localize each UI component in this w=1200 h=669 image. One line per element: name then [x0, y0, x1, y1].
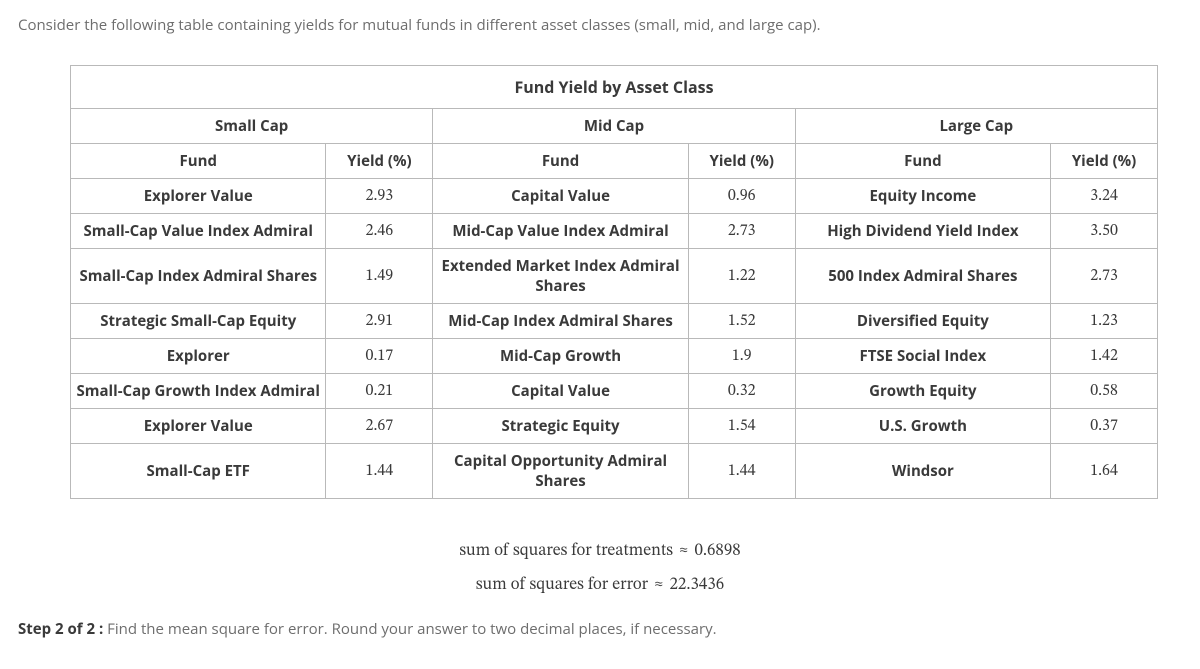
- class-header-small: Small Cap: [71, 108, 433, 143]
- yield-value: 1.42: [1051, 338, 1158, 373]
- fund-name: Explorer Value: [71, 178, 326, 213]
- class-header-mid: Mid Cap: [433, 108, 795, 143]
- fund-name: FTSE Social Index: [795, 338, 1050, 373]
- fund-name: High Dividend Yield Index: [795, 213, 1050, 248]
- question-intro: Consider the following table containing …: [18, 14, 1182, 37]
- table-title: Fund Yield by Asset Class: [71, 65, 1158, 108]
- sse-value: 22.3436: [670, 577, 725, 594]
- yield-value: 1.54: [688, 408, 795, 443]
- sstr-line: sum of squares for treatments≈0.6898: [18, 535, 1182, 569]
- yield-value: 1.64: [1051, 443, 1158, 498]
- given-values: sum of squares for treatments≈0.6898 sum…: [18, 535, 1182, 603]
- yield-value: 2.91: [326, 303, 433, 338]
- yield-value: 2.73: [1051, 248, 1158, 303]
- table-row: Small-Cap Growth Index Admiral0.21Capita…: [71, 373, 1158, 408]
- yield-value: 1.52: [688, 303, 795, 338]
- yield-value: 2.73: [688, 213, 795, 248]
- yield-value: 1.44: [326, 443, 433, 498]
- table-row: Explorer Value2.67Strategic Equity1.54U.…: [71, 408, 1158, 443]
- fund-name: Strategic Equity: [433, 408, 688, 443]
- fund-name: Capital Opportunity Admiral Shares: [433, 443, 688, 498]
- fund-name: Growth Equity: [795, 373, 1050, 408]
- fund-name: 500 Index Admiral Shares: [795, 248, 1050, 303]
- yield-table: Fund Yield by Asset Class Small Cap Mid …: [70, 65, 1158, 499]
- yield-value: 2.67: [326, 408, 433, 443]
- step-label: Step 2 of 2 :: [18, 619, 103, 639]
- table-row: Explorer0.17Mid-Cap Growth1.9FTSE Social…: [71, 338, 1158, 373]
- fund-name: Strategic Small-Cap Equity: [71, 303, 326, 338]
- yield-value: 1.49: [326, 248, 433, 303]
- fund-name: Capital Value: [433, 373, 688, 408]
- yield-value: 2.93: [326, 178, 433, 213]
- yield-value: 0.32: [688, 373, 795, 408]
- yield-value: 2.46: [326, 213, 433, 248]
- step-text: Find the mean square for error. Round yo…: [103, 619, 716, 639]
- subheader-fund: Fund: [795, 143, 1050, 178]
- yield-value: 3.24: [1051, 178, 1158, 213]
- fund-name: Mid-Cap Index Admiral Shares: [433, 303, 688, 338]
- sse-label: sum of squares for error: [476, 577, 648, 594]
- sse-line: sum of squares for error≈22.3436: [18, 569, 1182, 603]
- fund-name: U.S. Growth: [795, 408, 1050, 443]
- fund-name: Mid-Cap Value Index Admiral: [433, 213, 688, 248]
- sub-header-row: Fund Yield (%) Fund Yield (%) Fund Yield…: [71, 143, 1158, 178]
- table-row: Small-Cap Index Admiral Shares1.49Extend…: [71, 248, 1158, 303]
- fund-name: Windsor: [795, 443, 1050, 498]
- fund-name: Explorer: [71, 338, 326, 373]
- fund-name: Explorer Value: [71, 408, 326, 443]
- class-header-large: Large Cap: [795, 108, 1157, 143]
- yield-value: 1.9: [688, 338, 795, 373]
- approx-symbol: ≈: [648, 577, 669, 594]
- yield-value: 1.22: [688, 248, 795, 303]
- yield-table-container: Fund Yield by Asset Class Small Cap Mid …: [70, 65, 1158, 499]
- fund-name: Diversified Equity: [795, 303, 1050, 338]
- step-instruction: Step 2 of 2 : Find the mean square for e…: [18, 619, 1182, 639]
- fund-name: Small-Cap ETF: [71, 443, 326, 498]
- table-row: Explorer Value2.93Capital Value0.96Equit…: [71, 178, 1158, 213]
- fund-name: Extended Market Index Admiral Shares: [433, 248, 688, 303]
- approx-symbol: ≈: [673, 543, 694, 560]
- subheader-yield: Yield (%): [688, 143, 795, 178]
- table-row: Small-Cap ETF1.44Capital Opportunity Adm…: [71, 443, 1158, 498]
- fund-name: Small-Cap Growth Index Admiral: [71, 373, 326, 408]
- yield-value: 0.17: [326, 338, 433, 373]
- table-row: Strategic Small-Cap Equity2.91Mid-Cap In…: [71, 303, 1158, 338]
- yield-value: 3.50: [1051, 213, 1158, 248]
- fund-name: Small-Cap Value Index Admiral: [71, 213, 326, 248]
- subheader-fund: Fund: [433, 143, 688, 178]
- subheader-yield: Yield (%): [326, 143, 433, 178]
- table-row: Small-Cap Value Index Admiral2.46Mid-Cap…: [71, 213, 1158, 248]
- fund-name: Capital Value: [433, 178, 688, 213]
- sstr-value: 0.6898: [694, 543, 740, 560]
- yield-value: 0.58: [1051, 373, 1158, 408]
- yield-value: 1.44: [688, 443, 795, 498]
- class-header-row: Small Cap Mid Cap Large Cap: [71, 108, 1158, 143]
- subheader-fund: Fund: [71, 143, 326, 178]
- yield-value: 0.37: [1051, 408, 1158, 443]
- yield-value: 0.96: [688, 178, 795, 213]
- fund-name: Equity Income: [795, 178, 1050, 213]
- fund-name: Small-Cap Index Admiral Shares: [71, 248, 326, 303]
- fund-name: Mid-Cap Growth: [433, 338, 688, 373]
- table-title-row: Fund Yield by Asset Class: [71, 65, 1158, 108]
- subheader-yield: Yield (%): [1051, 143, 1158, 178]
- yield-value: 1.23: [1051, 303, 1158, 338]
- yield-value: 0.21: [326, 373, 433, 408]
- sstr-label: sum of squares for treatments: [459, 543, 673, 560]
